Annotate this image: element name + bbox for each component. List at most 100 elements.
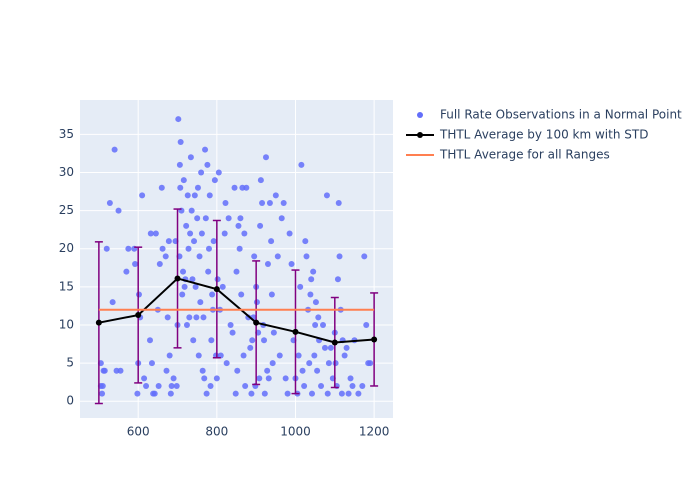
point xyxy=(361,253,368,260)
point xyxy=(139,192,146,199)
point xyxy=(207,382,214,389)
y-tick-label: 30 xyxy=(59,165,74,179)
point xyxy=(156,260,163,267)
point xyxy=(349,382,356,389)
point xyxy=(99,382,106,389)
point xyxy=(278,215,285,222)
point xyxy=(338,390,345,397)
point xyxy=(132,260,139,267)
line-marker xyxy=(331,339,338,346)
line-marker xyxy=(371,336,378,343)
point xyxy=(308,276,315,283)
point xyxy=(168,382,175,389)
point xyxy=(166,352,173,359)
point xyxy=(274,253,281,260)
point xyxy=(188,207,195,214)
point xyxy=(311,352,318,359)
point xyxy=(232,390,239,397)
point xyxy=(162,253,169,260)
point xyxy=(307,291,314,298)
point xyxy=(170,375,177,382)
point xyxy=(163,367,170,374)
point xyxy=(209,291,216,298)
point xyxy=(135,291,142,298)
point xyxy=(261,337,268,344)
x-tick-label: 1000 xyxy=(280,425,311,439)
point xyxy=(303,253,310,260)
line-marker xyxy=(95,319,102,326)
point xyxy=(187,230,194,237)
y-tick-label: 35 xyxy=(59,127,74,141)
point xyxy=(183,321,190,328)
point xyxy=(288,260,295,267)
point xyxy=(217,352,224,359)
legend-label: THTL Average for all Ranges xyxy=(439,148,610,162)
point xyxy=(310,268,317,275)
point xyxy=(269,360,276,367)
point xyxy=(198,230,205,237)
point xyxy=(315,314,322,321)
point xyxy=(222,199,229,206)
point xyxy=(189,276,196,283)
point xyxy=(312,321,319,328)
point xyxy=(297,283,304,290)
point xyxy=(359,382,366,389)
point xyxy=(177,184,184,191)
point xyxy=(318,382,325,389)
point xyxy=(253,299,260,306)
point xyxy=(201,375,208,382)
point xyxy=(205,268,212,275)
point xyxy=(332,360,339,367)
point xyxy=(242,382,249,389)
point xyxy=(343,344,350,351)
point xyxy=(106,199,113,206)
point xyxy=(213,375,220,382)
point xyxy=(234,367,241,374)
point xyxy=(159,245,166,252)
point xyxy=(101,367,108,374)
point xyxy=(99,390,106,397)
point xyxy=(191,192,198,199)
point xyxy=(155,382,162,389)
point xyxy=(196,253,203,260)
point xyxy=(191,238,198,245)
point xyxy=(248,390,255,397)
point xyxy=(312,299,319,306)
point xyxy=(103,245,110,252)
point xyxy=(221,230,228,237)
point xyxy=(109,299,116,306)
point xyxy=(164,314,171,321)
point xyxy=(185,245,192,252)
point xyxy=(187,154,194,161)
point xyxy=(211,177,218,184)
point xyxy=(247,344,254,351)
point xyxy=(165,238,172,245)
point xyxy=(265,375,272,382)
point xyxy=(262,154,269,161)
line-marker xyxy=(292,328,299,335)
point xyxy=(208,337,215,344)
point xyxy=(198,169,205,176)
point xyxy=(261,390,268,397)
point xyxy=(302,238,309,245)
point xyxy=(243,184,250,191)
point xyxy=(237,215,244,222)
point xyxy=(235,222,242,229)
point xyxy=(205,245,212,252)
point xyxy=(186,314,193,321)
point xyxy=(284,390,291,397)
point xyxy=(193,314,200,321)
point xyxy=(146,337,153,344)
point xyxy=(336,253,343,260)
point xyxy=(219,283,226,290)
point xyxy=(272,192,279,199)
point xyxy=(194,184,201,191)
point xyxy=(241,230,248,237)
point xyxy=(334,276,341,283)
point xyxy=(251,253,258,260)
point xyxy=(286,230,293,237)
point xyxy=(314,367,321,374)
line-marker xyxy=(135,312,142,319)
point xyxy=(264,260,271,267)
point xyxy=(257,177,264,184)
